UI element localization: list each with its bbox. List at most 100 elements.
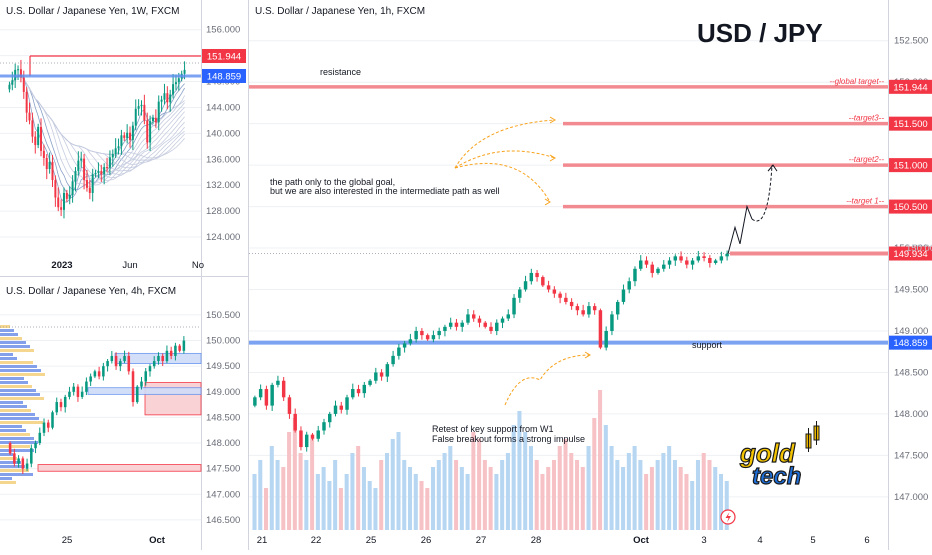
hourly-candle: [639, 260, 643, 269]
four-hour-chart-title: U.S. Dollar / Japanese Yen, 4h, FXCM: [6, 286, 176, 297]
weekly-candle: [74, 170, 77, 182]
four-hour-volume-profile-bar: [0, 357, 17, 360]
hourly-price-badge-bg: [889, 79, 932, 94]
four-hour-volume-profile-bar: [0, 457, 17, 460]
hourly-candle: [299, 430, 303, 448]
hourly-volume-bar: [649, 467, 654, 530]
hourly-candle: [489, 326, 493, 331]
hourly-volume-bar: [569, 453, 574, 530]
four-hour-volume-profile-bar: [0, 337, 22, 340]
hourly-candle: [339, 405, 343, 410]
hourly-target-label: --target 1--: [846, 197, 884, 206]
weekly-y-tick: 136.000: [206, 154, 240, 165]
hourly-candle: [713, 260, 718, 263]
hourly-chart-panel[interactable]: 152.500152.000151.500151.000150.500150.0…: [249, 36, 932, 546]
hourly-y-tick: 148.500: [894, 367, 928, 378]
hourly-volume-bar: [609, 446, 614, 530]
hourly-candle: [431, 335, 436, 340]
hourly-volume-bar: [454, 460, 459, 530]
hourly-volume-bar: [528, 446, 533, 530]
weekly-candle: [54, 180, 57, 198]
weekly-target-badge-bg: [202, 48, 246, 63]
hourly-candle: [460, 322, 464, 327]
hourly-volume-bar: [724, 481, 729, 530]
weekly-candle: [94, 172, 97, 175]
weekly-candle: [28, 112, 31, 121]
hourly-x-tick: Oct: [633, 535, 650, 546]
weekly-chart-panel[interactable]: 156.000152.000148.000144.000140.000136.0…: [0, 25, 246, 271]
hourly-price-badge-bg: [889, 116, 932, 131]
weekly-y-tick: 128.000: [206, 206, 240, 217]
hourly-candle: [644, 260, 649, 265]
hourly-x-tick: 5: [810, 535, 815, 546]
hourly-candle: [575, 306, 580, 311]
weekly-candle: [123, 135, 126, 138]
weekly-candle: [31, 120, 34, 137]
hourly-volume-bar: [431, 467, 436, 530]
hourly-volume-bar: [713, 467, 718, 530]
hourly-volume-bar: [678, 467, 683, 530]
four-hour-x-tick: 25: [62, 535, 73, 546]
weekly-candle: [103, 167, 106, 175]
hourly-candle: [627, 281, 631, 290]
hourly-candle: [425, 335, 430, 340]
weekly-candle: [71, 181, 74, 195]
hourly-volume-bar: [465, 474, 470, 530]
hourly-volume-bar: [632, 446, 637, 530]
hourly-candle: [471, 314, 476, 319]
hourly-volume-bar: [310, 439, 315, 530]
four-hour-candle: [68, 391, 71, 397]
hourly-candle: [253, 397, 257, 406]
hourly-volume-bar: [292, 418, 297, 530]
hourly-candle: [558, 293, 562, 298]
weekly-candle: [160, 99, 163, 102]
four-hour-candle: [152, 361, 156, 367]
four-hour-volume-profile-bar: [0, 441, 38, 444]
hourly-y-tick: 149.500: [894, 285, 928, 296]
hourly-x-tick: 6: [864, 535, 869, 546]
four-hour-candle: [93, 371, 97, 377]
hourly-x-tick: 21: [257, 535, 268, 546]
four-hour-volume-profile-bar: [0, 341, 26, 344]
four-hour-candle: [148, 366, 152, 372]
weekly-candle: [177, 78, 180, 83]
four-hour-y-tick: 150.500: [206, 310, 240, 321]
hourly-price-badge-bg: [889, 246, 932, 261]
four-hour-volume-profile-bar: [0, 373, 45, 376]
resistance-label: resistance: [320, 67, 361, 77]
four-hour-candle: [17, 458, 20, 464]
hourly-candle: [466, 314, 470, 323]
hourly-volume-bar: [350, 453, 355, 530]
four-hour-volume-profile-bar: [0, 361, 33, 364]
orange-arrowhead: [549, 116, 556, 124]
hourly-candle: [598, 310, 603, 348]
four-hour-candle: [123, 355, 126, 362]
four-hour-candle: [102, 366, 105, 377]
four-hour-y-tick: 148.000: [206, 438, 240, 449]
hourly-candle: [328, 413, 332, 423]
four-hour-volume-profile-bar: [0, 397, 44, 400]
hourly-price-badge-bg: [889, 335, 932, 350]
four-hour-volume-profile-bar: [0, 381, 28, 384]
hourly-volume-bar: [321, 467, 326, 530]
hourly-candle: [304, 434, 309, 448]
hourly-candle: [345, 397, 349, 410]
weekly-candle: [137, 106, 140, 109]
weekly-candle: [51, 161, 54, 181]
hourly-volume-bar: [701, 453, 706, 530]
hourly-volume-bar: [304, 460, 309, 530]
hourly-volume-bar: [517, 411, 522, 530]
hourly-volume-bar: [361, 467, 366, 530]
hourly-price-badge: 151.944: [893, 82, 927, 93]
four-hour-volume-profile-bar: [0, 413, 35, 416]
hourly-candle: [437, 330, 441, 336]
four-hour-y-tick: 150.000: [206, 336, 240, 347]
hourly-y-tick: 152.500: [894, 36, 928, 47]
weekly-candle: [108, 157, 111, 168]
weekly-candle: [57, 197, 60, 208]
four-hour-candle: [51, 412, 54, 428]
four-hour-volume-profile-bar: [0, 325, 10, 328]
hourly-volume-bar: [258, 460, 263, 530]
four-hour-chart-panel[interactable]: 150.500 150.000 149.500 149.000 148.500 148.0…: [0, 310, 240, 546]
logo-gold-text: gold: [739, 438, 796, 468]
